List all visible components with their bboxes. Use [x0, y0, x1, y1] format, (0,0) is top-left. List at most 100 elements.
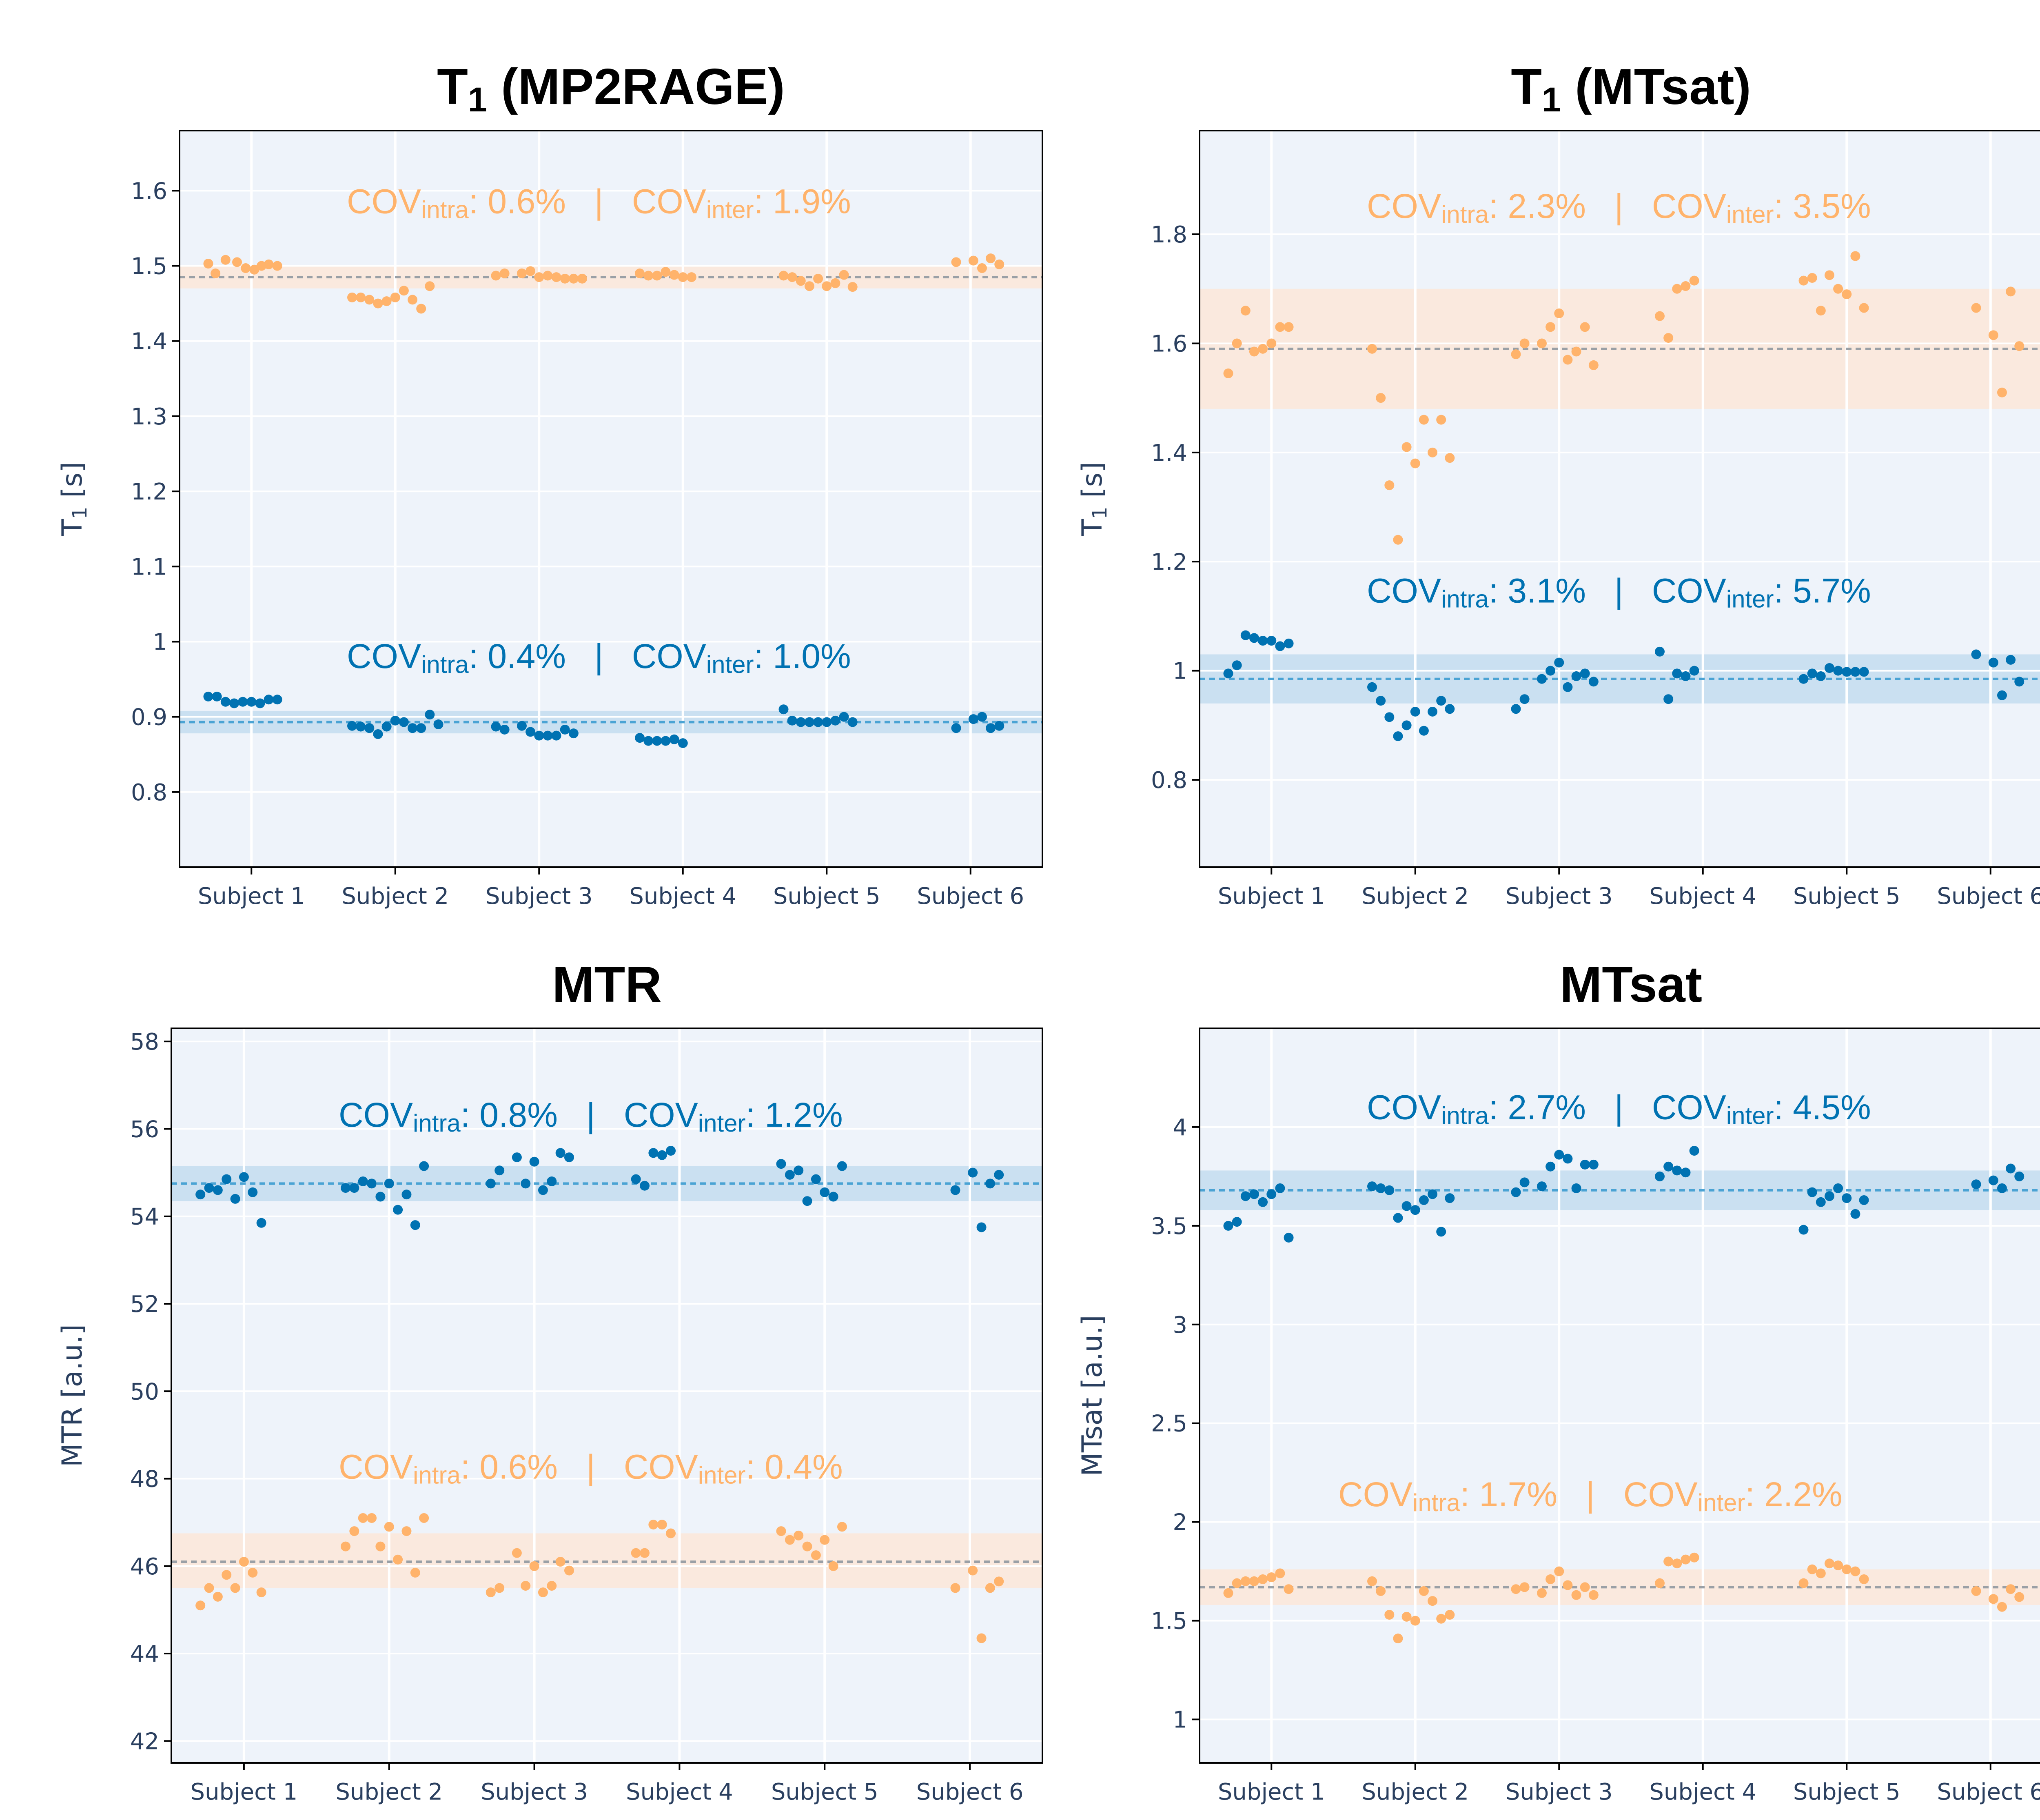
blue-data-point	[381, 721, 392, 732]
blue-data-point	[433, 719, 443, 730]
y-tick-label: 1.5	[1151, 1608, 1187, 1635]
orange-data-point	[1445, 453, 1455, 463]
orange-data-point	[1436, 1614, 1446, 1624]
orange-data-point	[1681, 281, 1691, 291]
orange-data-point	[1563, 1580, 1573, 1590]
blue-data-point	[1258, 1197, 1268, 1207]
orange-data-point	[804, 281, 814, 291]
blue-data-point	[356, 721, 366, 732]
blue-data-point	[1284, 638, 1294, 648]
blue-data-point	[213, 1185, 223, 1195]
blue-data-point	[1384, 712, 1395, 722]
orange-data-point	[1580, 1582, 1590, 1592]
blue-data-point	[1275, 1183, 1285, 1193]
orange-data-point	[577, 273, 587, 284]
y-tick-label: 52	[130, 1291, 159, 1318]
orange-data-point	[410, 1567, 420, 1578]
orange-data-point	[1988, 330, 1998, 340]
y-tick-label: 1.8	[1151, 222, 1187, 248]
orange-data-point	[1588, 1590, 1599, 1600]
orange-data-point	[1511, 349, 1521, 360]
plot-frame	[179, 130, 1043, 868]
x-tick-label: Subject 3	[481, 1779, 588, 1805]
orange-data-point	[1988, 1594, 1998, 1604]
orange-data-point	[1850, 251, 1860, 261]
orange-data-point	[1537, 338, 1547, 348]
blue-data-point	[1266, 636, 1277, 646]
orange-data-point	[1663, 333, 1674, 343]
orange-data-point	[347, 292, 357, 302]
orange-data-point	[356, 292, 366, 302]
blue-data-point	[1850, 667, 1860, 677]
y-tick-label: 2	[1173, 1509, 1187, 1536]
orange-data-point	[401, 1526, 412, 1536]
orange-data-point	[1850, 1566, 1860, 1576]
blue-data-point	[828, 1192, 838, 1202]
orange-data-point	[796, 276, 806, 286]
orange-data-point	[1859, 303, 1869, 313]
blue-data-point	[526, 727, 536, 737]
blue-data-point	[419, 1161, 429, 1171]
orange-data-point	[1588, 360, 1599, 370]
orange-cov-annotation: COVintra: 1.7% | COVinter: 2.2%	[1338, 1475, 1843, 1516]
blue-data-point	[1824, 1191, 1834, 1201]
orange-data-point	[837, 1522, 847, 1532]
orange-data-point	[1367, 344, 1377, 354]
orange-data-point	[1376, 1586, 1386, 1596]
orange-data-point	[230, 1583, 240, 1593]
blue-data-point	[364, 723, 375, 733]
blue-data-point	[1275, 641, 1285, 651]
orange-data-point	[1842, 1564, 1852, 1574]
blue-data-point	[1842, 1193, 1852, 1203]
orange-data-point	[341, 1541, 350, 1551]
orange-data-point	[785, 1535, 795, 1545]
blue-data-point	[204, 1183, 214, 1193]
blue-data-point	[1511, 704, 1521, 714]
blue-data-point	[1824, 663, 1834, 673]
orange-data-point	[1384, 480, 1395, 491]
blue-data-point	[1859, 667, 1869, 677]
orange-data-point	[1816, 306, 1826, 316]
blue-data-point	[517, 721, 527, 731]
chart-title: MTR	[552, 957, 662, 1013]
orange-data-point	[1842, 289, 1852, 300]
blue-data-point	[212, 691, 222, 701]
orange-confidence-band	[1200, 289, 2040, 409]
blue-data-point	[635, 733, 645, 743]
orange-data-point	[648, 1520, 659, 1530]
blue-data-point	[410, 1220, 420, 1230]
blue-data-point	[1284, 1232, 1294, 1243]
orange-data-point	[367, 1513, 377, 1523]
blue-data-point	[1988, 1175, 1998, 1185]
blue-data-point	[1519, 1177, 1530, 1187]
blue-data-point	[968, 714, 978, 724]
orange-data-point	[1833, 1560, 1843, 1571]
y-tick-label: 1.2	[1151, 549, 1187, 575]
orange-data-point	[1971, 303, 1981, 313]
orange-data-point	[1571, 346, 1581, 357]
blue-data-point	[1232, 1217, 1242, 1227]
blue-data-point	[375, 1192, 386, 1202]
orange-cov-annotation: COVintra: 2.3% | COVinter: 3.5%	[1367, 187, 1871, 228]
blue-data-point	[794, 1165, 804, 1176]
orange-data-point	[203, 259, 213, 269]
blue-data-point	[222, 1174, 232, 1184]
blue-data-point	[1807, 668, 1817, 679]
orange-data-point	[543, 271, 553, 281]
orange-data-point	[375, 1541, 386, 1551]
orange-data-point	[778, 271, 789, 281]
orange-data-point	[822, 281, 832, 291]
orange-data-point	[968, 1565, 978, 1576]
orange-data-point	[1240, 306, 1251, 316]
blue-data-point	[830, 715, 840, 726]
orange-data-point	[1258, 1574, 1268, 1584]
blue-data-point	[239, 1172, 249, 1182]
orange-data-point	[381, 296, 392, 306]
orange-data-point	[358, 1513, 368, 1523]
blue-data-point	[950, 1185, 960, 1195]
orange-data-point	[1266, 1572, 1277, 1583]
blue-data-point	[229, 698, 239, 708]
blue-data-point	[968, 1167, 978, 1178]
blue-data-point	[1971, 649, 1981, 659]
